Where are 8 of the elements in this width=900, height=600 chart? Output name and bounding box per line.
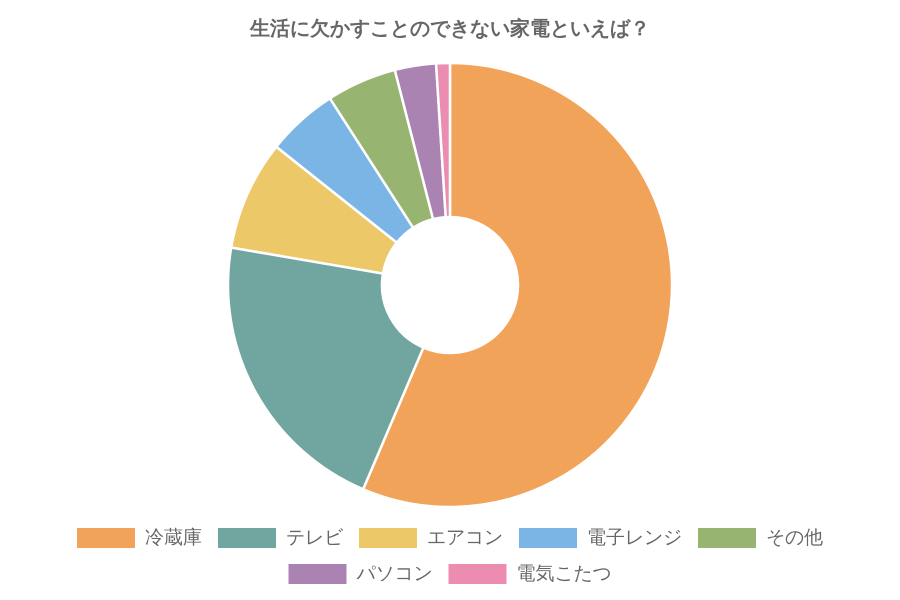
legend-label: その他 (766, 528, 823, 548)
legend-label: テレビ (286, 528, 344, 548)
legend-label: エアコン (427, 528, 503, 548)
chart-title: 生活に欠かすことのできない家電といえば？ (249, 17, 650, 40)
legend-label: 電子レンジ (587, 528, 682, 548)
legend-label: 冷蔵庫 (145, 526, 202, 548)
legend-label: パソコン (356, 564, 432, 584)
legend-label: 電気こたつ (516, 564, 612, 584)
